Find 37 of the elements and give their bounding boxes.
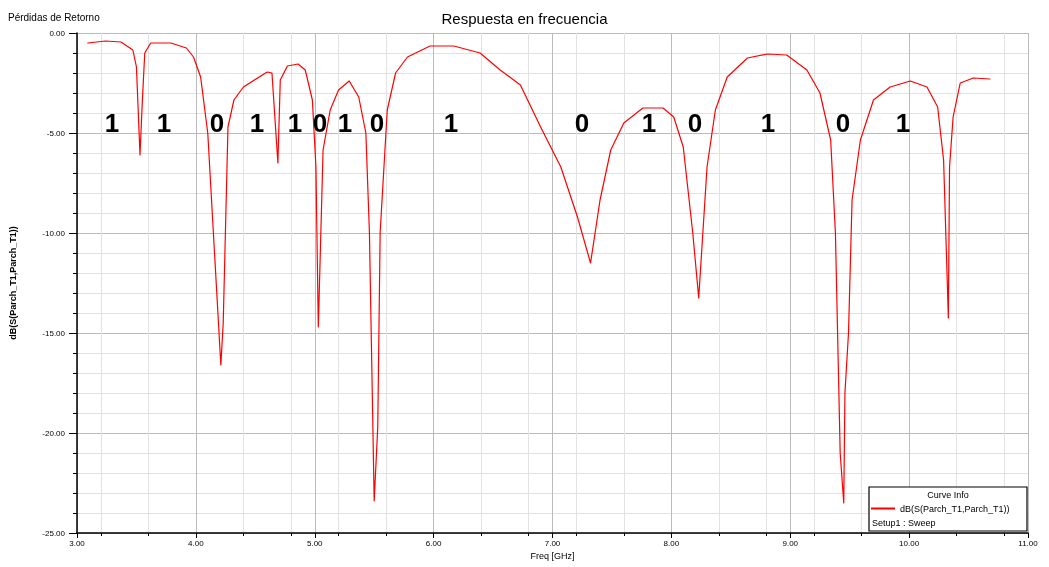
annotation: 1 [895, 108, 911, 138]
annotation: 1 [287, 108, 303, 138]
annotation: 1 [156, 108, 172, 138]
y-tick-label: -15.00 [42, 328, 66, 338]
annotation: 1 [249, 108, 265, 138]
x-tick-label: 6.00 [425, 538, 442, 548]
y-axis-title: dB(S(Parch_T1,Parch_T1)) [7, 226, 18, 340]
y-tick-label: -5.00 [46, 128, 66, 138]
x-tick-label: 10.00 [899, 538, 920, 548]
annotation: 1 [760, 108, 776, 138]
x-tick-label: 5.00 [306, 538, 324, 548]
x-tick-label: 4.00 [188, 538, 205, 548]
line-series [87, 40, 991, 504]
y-tick-label: -25.00 [42, 528, 66, 538]
x-tick-label: 7.00 [544, 538, 561, 548]
x-tick-label: 11.00 [1018, 538, 1039, 548]
x-tick-label: 3.00 [69, 538, 86, 548]
annotation: 1 [641, 108, 657, 138]
x-tick-label: 9.00 [782, 538, 799, 548]
annotation: 1 [104, 108, 120, 138]
annotation: 0 [574, 108, 590, 138]
chart-subtitle: Pérdidas de Retorno [8, 11, 101, 23]
legend-label: dB(S(Parch_T1,Parch_T1)) [900, 503, 1010, 514]
legend-title: Curve Info [927, 489, 969, 500]
annotation: 0 [209, 108, 225, 138]
y-tick-label: -20.00 [42, 428, 66, 438]
annotation: 1 [337, 108, 353, 138]
annotation: 0 [835, 108, 851, 138]
chart-title: Respuesta en frecuencia [441, 10, 609, 27]
annotation: Setup1 : Sweep [872, 517, 936, 528]
annotation: 1 [443, 108, 459, 138]
y-tick-label: -10.00 [42, 228, 66, 238]
x-tick-label: 8.00 [663, 538, 680, 548]
y-tick-label: 0.00 [49, 28, 66, 38]
x-axis-title: Freq [GHz] [530, 551, 575, 562]
annotation: 0 [687, 108, 703, 138]
annotation: 0 [369, 108, 385, 138]
